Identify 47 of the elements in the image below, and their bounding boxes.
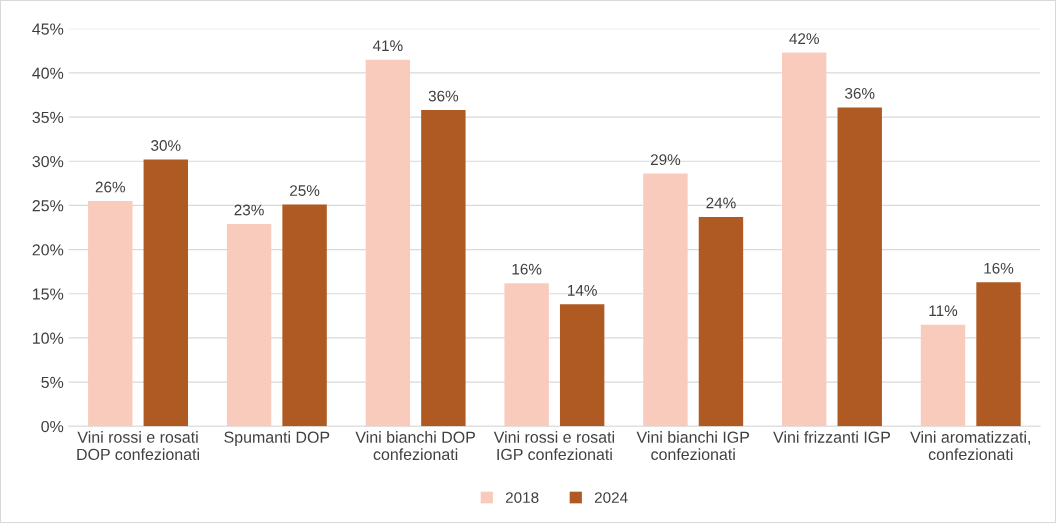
y-tick-label: 15% [33, 288, 64, 300]
data-label: 42% [789, 33, 819, 44]
x-tick-label: Vini bianchi IGP confezionati [636, 431, 750, 461]
bar [504, 283, 549, 427]
bar [837, 107, 882, 427]
data-label: 30% [151, 140, 181, 151]
x-tick-label: Vini frizzanti IGP [773, 431, 891, 443]
x-tick-label: Vini aromatizzati, confezionati [910, 431, 1030, 461]
bar [643, 173, 688, 427]
y-tick-label: 10% [33, 332, 64, 344]
bar [88, 201, 133, 427]
legend-label: 2024 [594, 492, 628, 503]
data-label: 25% [290, 185, 320, 196]
x-tick-label: Vini rossi e rosati IGP confezionati [493, 431, 614, 461]
bar [782, 52, 827, 427]
y-tick-label: 40% [32, 67, 64, 79]
data-label: 26% [95, 181, 126, 193]
data-label: 14% [568, 285, 597, 296]
bar [920, 324, 966, 427]
bar [226, 223, 272, 427]
bar [282, 204, 327, 427]
bar [143, 159, 188, 427]
y-tick-label: 25% [32, 200, 64, 212]
data-label: 36% [428, 90, 459, 102]
data-label: 23% [234, 204, 264, 216]
data-label: 11% [929, 305, 958, 317]
x-tick-label: Vini rossi e rosati DOP confezionati [77, 431, 199, 461]
y-tick-label: 0% [41, 420, 64, 433]
bar [365, 59, 411, 427]
data-label: 41% [372, 40, 403, 52]
legend-label: 2018 [505, 492, 539, 503]
y-tick-label: 45% [32, 23, 64, 35]
bar [698, 216, 744, 427]
x-tick-label: Spumanti DOP [224, 431, 330, 446]
bar [559, 304, 605, 427]
data-label: 29% [650, 154, 681, 166]
bar [421, 110, 466, 427]
y-tick-label: 20% [32, 244, 64, 256]
data-label: 24% [706, 197, 736, 209]
y-tick-label: 30% [32, 155, 64, 168]
y-tick-label: 5% [41, 376, 64, 389]
data-label: 16% [512, 263, 542, 275]
y-tick-label: 35% [32, 111, 64, 124]
data-label: 16% [984, 262, 1014, 274]
bar [976, 282, 1021, 427]
x-tick-label: Vini bianchi DOP confezionati [355, 431, 475, 461]
data-label: 36% [845, 87, 875, 99]
